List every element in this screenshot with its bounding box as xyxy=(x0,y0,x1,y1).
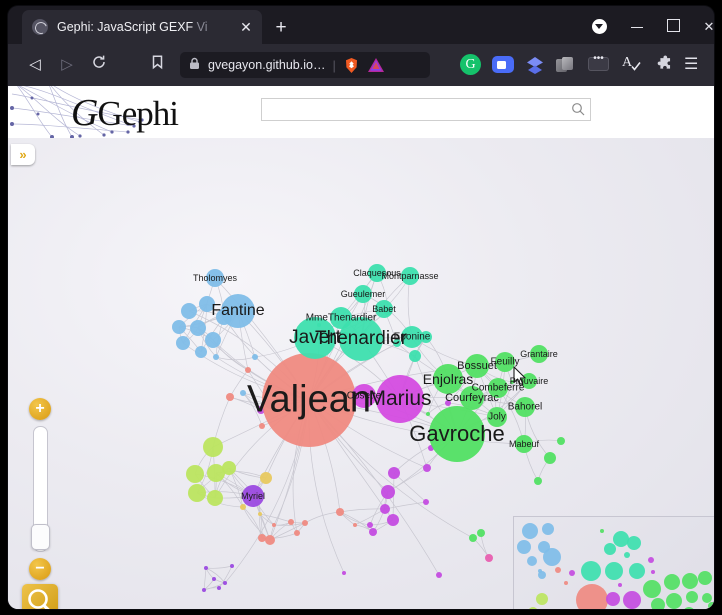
minimize-button[interactable] xyxy=(624,17,650,37)
url-bar[interactable]: gvegayon.github.io… | xyxy=(180,52,430,78)
browser-tab[interactable]: Gephi: JavaScript GEXF Vie ✕ xyxy=(22,10,262,44)
minimap-svg xyxy=(517,523,714,609)
lock-icon xyxy=(189,57,200,73)
zoom-slider[interactable] xyxy=(33,426,48,552)
back-icon[interactable]: ◁ xyxy=(29,56,41,73)
maximize-button[interactable] xyxy=(660,17,686,37)
zoom-in-button[interactable]: + xyxy=(29,398,51,420)
url-text: gvegayon.github.io… xyxy=(208,58,326,72)
browser-window: Gephi: JavaScript GEXF Vie ✕ + ✕ ◁ ▷ xyxy=(8,6,714,609)
grammarly-extension-icon[interactable] xyxy=(460,53,484,77)
gephi-logo: GGephi xyxy=(71,91,179,135)
brave-shield-icon[interactable] xyxy=(343,57,360,74)
graph-svg xyxy=(172,264,565,592)
tab-title: Gephi: JavaScript GEXF Vie xyxy=(57,20,207,34)
gephi-logo-script: G xyxy=(71,92,98,134)
graph-overview-minimap[interactable] xyxy=(513,516,714,609)
new-tab-button[interactable]: + xyxy=(275,17,287,38)
search-icon[interactable] xyxy=(571,102,585,116)
tab-title-truncated: Vie xyxy=(196,20,207,34)
gephi-header: GGephi xyxy=(8,86,714,138)
search-input[interactable] xyxy=(262,99,570,120)
reload-glyph xyxy=(93,55,105,68)
dots-extension-icon[interactable] xyxy=(588,53,612,77)
list-all-tabs-icon[interactable] xyxy=(586,17,612,37)
bookmark-glyph xyxy=(152,55,162,70)
spellcheck-extension-icon[interactable]: A xyxy=(620,53,644,77)
reload-icon[interactable] xyxy=(88,54,110,76)
app-menu-icon[interactable]: ☰ xyxy=(684,56,699,73)
navigation-toolbar: ◁ ▷ gvegayon.github.io… | xyxy=(8,44,714,86)
zoom-slider-handle[interactable] xyxy=(31,524,50,550)
zoom-out-button[interactable]: − xyxy=(29,558,51,580)
puzzle-extensions-icon[interactable] xyxy=(652,53,676,77)
tab-close-icon[interactable]: ✕ xyxy=(240,19,252,35)
expand-panel-button[interactable]: » xyxy=(11,144,35,165)
triangle-icon[interactable] xyxy=(367,57,385,74)
gem-extension-icon[interactable] xyxy=(524,53,548,77)
tab-title-main: Gephi: JavaScript GEXF xyxy=(57,20,197,34)
grayscale-extension-icon[interactable] xyxy=(556,53,580,77)
search-box[interactable] xyxy=(261,98,591,121)
svg-text:A: A xyxy=(622,55,633,70)
graph-canvas[interactable]: » + − xyxy=(8,138,714,609)
zoom-extension-icon[interactable] xyxy=(492,53,516,77)
globe-favicon xyxy=(32,19,48,35)
close-window-button[interactable]: ✕ xyxy=(703,19,714,34)
header-network-decoration xyxy=(10,86,144,138)
forward-icon[interactable]: ▷ xyxy=(61,56,73,73)
page-viewport: GGephi » + − xyxy=(8,86,714,609)
tab-strip: Gephi: JavaScript GEXF Vie ✕ + ✕ xyxy=(8,6,714,44)
bookmark-icon[interactable] xyxy=(146,54,168,76)
gephi-logo-text: Gephi xyxy=(97,94,179,133)
urlbar-separator: | xyxy=(332,57,336,73)
magnifier-tool-icon[interactable] xyxy=(22,584,58,609)
